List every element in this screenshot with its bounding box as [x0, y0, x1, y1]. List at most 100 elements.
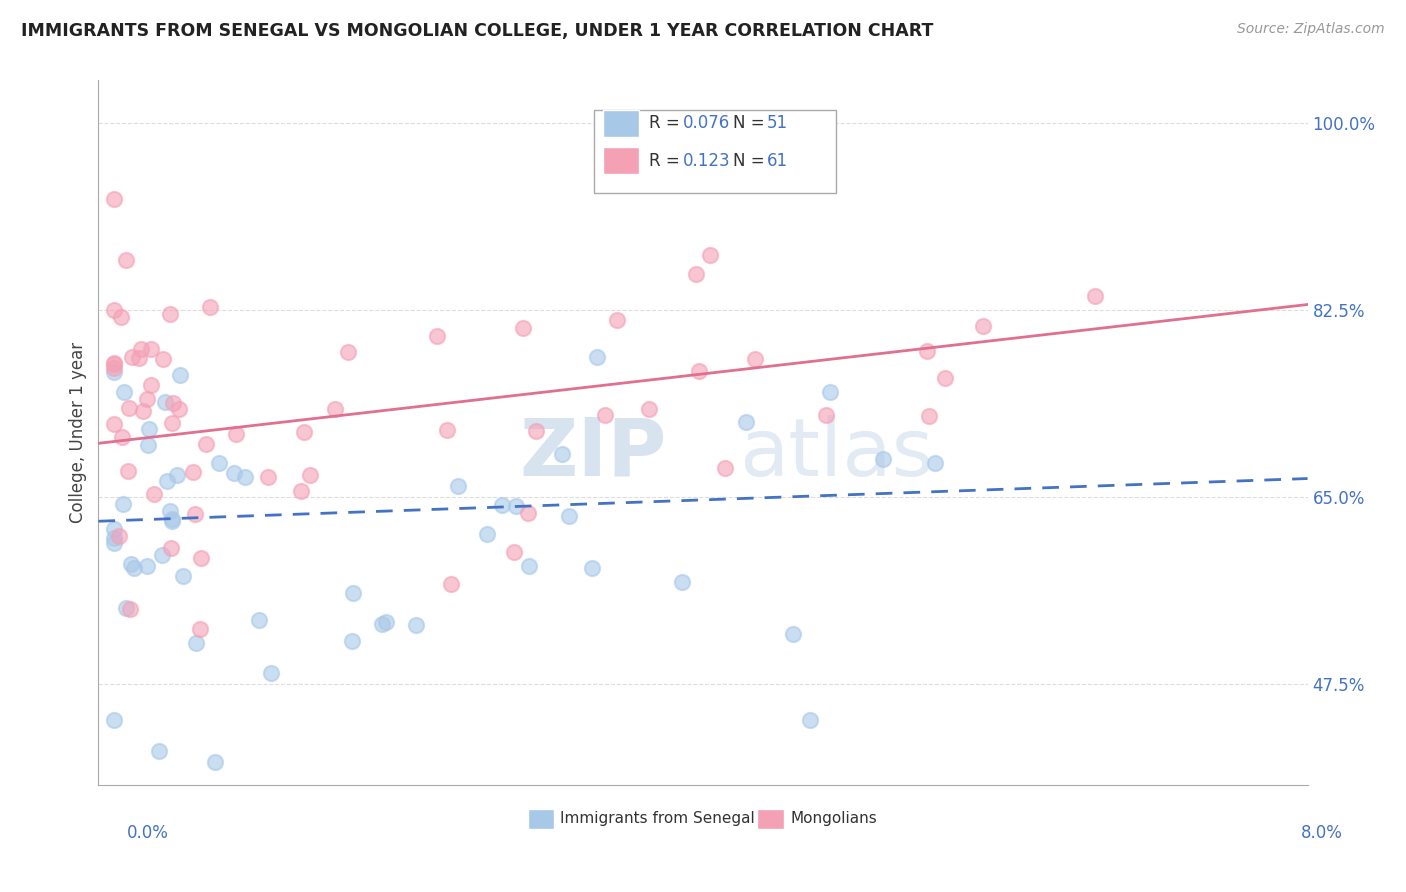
Point [699, 248, 721, 262]
Point [370, 616, 392, 631]
Text: IMMIGRANTS FROM SENEGAL VS MONGOLIAN COLLEGE, UNDER 1 YEAR CORRELATION CHART: IMMIGRANTS FROM SENEGAL VS MONGOLIAN COL… [21, 22, 934, 40]
Point [224, 466, 246, 480]
Text: 8.0%: 8.0% [1301, 824, 1343, 842]
Text: R =: R = [648, 152, 685, 169]
Point [374, 615, 396, 629]
Point [172, 569, 194, 583]
Point [685, 268, 707, 282]
Point [128, 351, 150, 365]
Point [188, 623, 211, 637]
Point [204, 755, 226, 769]
Point [491, 499, 513, 513]
Point [447, 479, 470, 493]
Point [799, 713, 821, 727]
Text: ZIP: ZIP [519, 415, 666, 492]
Point [136, 392, 159, 406]
Point [194, 437, 217, 451]
Point [872, 452, 894, 467]
Point [517, 506, 540, 520]
Point [183, 465, 205, 479]
Point [162, 396, 184, 410]
Text: Immigrants from Senegal: Immigrants from Senegal [561, 812, 755, 826]
Point [292, 425, 315, 439]
Point [132, 404, 155, 418]
Point [503, 545, 526, 559]
Point [121, 557, 143, 571]
Point [103, 522, 125, 536]
Point [184, 636, 207, 650]
Point [440, 577, 463, 591]
Point [111, 497, 134, 511]
Point [103, 303, 125, 318]
Y-axis label: College, Under 1 year: College, Under 1 year [69, 342, 87, 524]
Point [135, 558, 157, 573]
Text: R =: R = [648, 114, 685, 132]
Bar [758, 809, 785, 829]
Text: 61: 61 [768, 152, 789, 169]
Point [585, 351, 607, 365]
Point [121, 350, 143, 364]
Point [114, 252, 136, 267]
Point [103, 361, 125, 376]
Point [159, 504, 181, 518]
Point [152, 352, 174, 367]
Point [208, 456, 231, 470]
Point [915, 343, 938, 358]
Point [162, 416, 184, 430]
Text: atlas: atlas [740, 415, 934, 492]
Point [475, 527, 498, 541]
Point [108, 529, 131, 543]
Point [139, 377, 162, 392]
Text: N =: N = [734, 114, 770, 132]
Point [115, 600, 138, 615]
Point [290, 483, 312, 498]
Point [524, 424, 547, 438]
Point [153, 395, 176, 409]
Text: 0.076: 0.076 [682, 114, 730, 132]
Point [118, 401, 141, 415]
Bar [595, 110, 837, 193]
Point [110, 310, 132, 325]
Point [744, 351, 766, 366]
Point [735, 415, 758, 429]
Point [160, 514, 183, 528]
Text: Source: ZipAtlas.com: Source: ZipAtlas.com [1237, 22, 1385, 37]
Point [142, 486, 165, 500]
Point [225, 427, 247, 442]
Point [103, 713, 125, 727]
Point [512, 321, 534, 335]
Point [118, 602, 141, 616]
Point [638, 401, 661, 416]
Point [103, 357, 125, 371]
Point [257, 470, 280, 484]
Text: N =: N = [734, 152, 770, 169]
Point [150, 548, 173, 562]
Text: 51: 51 [768, 114, 789, 132]
Point [160, 541, 183, 555]
Point [550, 447, 572, 461]
Point [112, 384, 135, 399]
Point [505, 499, 527, 513]
Point [820, 384, 842, 399]
Point [103, 192, 125, 206]
Point [110, 430, 132, 444]
Text: 0.123: 0.123 [682, 152, 730, 169]
Point [972, 318, 994, 333]
Point [103, 417, 125, 431]
Point [519, 559, 541, 574]
Bar [603, 110, 638, 136]
Point [160, 512, 183, 526]
Text: Mongolians: Mongolians [790, 812, 877, 826]
Point [131, 342, 153, 356]
Point [247, 613, 270, 627]
Point [713, 460, 735, 475]
Point [298, 468, 321, 483]
Point [426, 329, 449, 343]
Point [156, 475, 179, 489]
Point [581, 561, 603, 575]
Point [233, 470, 256, 484]
Bar [603, 147, 638, 174]
Point [671, 574, 693, 589]
Point [103, 356, 125, 370]
Point [1084, 289, 1107, 303]
